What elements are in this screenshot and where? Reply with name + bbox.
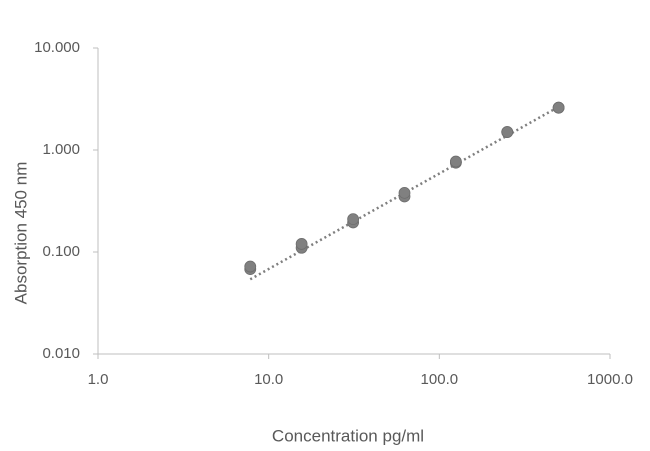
data-point — [347, 213, 360, 226]
data-point — [244, 260, 257, 273]
y-tick-label: 1.000 — [42, 141, 80, 158]
x-axis-label: Concentration pg/ml — [272, 426, 424, 445]
data-point — [398, 186, 411, 199]
y-tick-label: 10.000 — [34, 39, 80, 56]
data-point — [295, 238, 308, 250]
data-point — [552, 101, 565, 114]
x-tick-label: 10.0 — [254, 371, 283, 388]
x-tick-label: 1000.0 — [587, 371, 633, 388]
data-point — [449, 155, 462, 168]
x-tick-label: 1.0 — [88, 371, 109, 388]
y-axis-label: Absorption 450 nm — [11, 162, 30, 305]
y-tick-label: 0.010 — [42, 345, 80, 362]
data-point — [501, 126, 514, 138]
x-tick-label: 100.0 — [421, 371, 459, 388]
y-tick-label: 0.100 — [42, 243, 80, 260]
